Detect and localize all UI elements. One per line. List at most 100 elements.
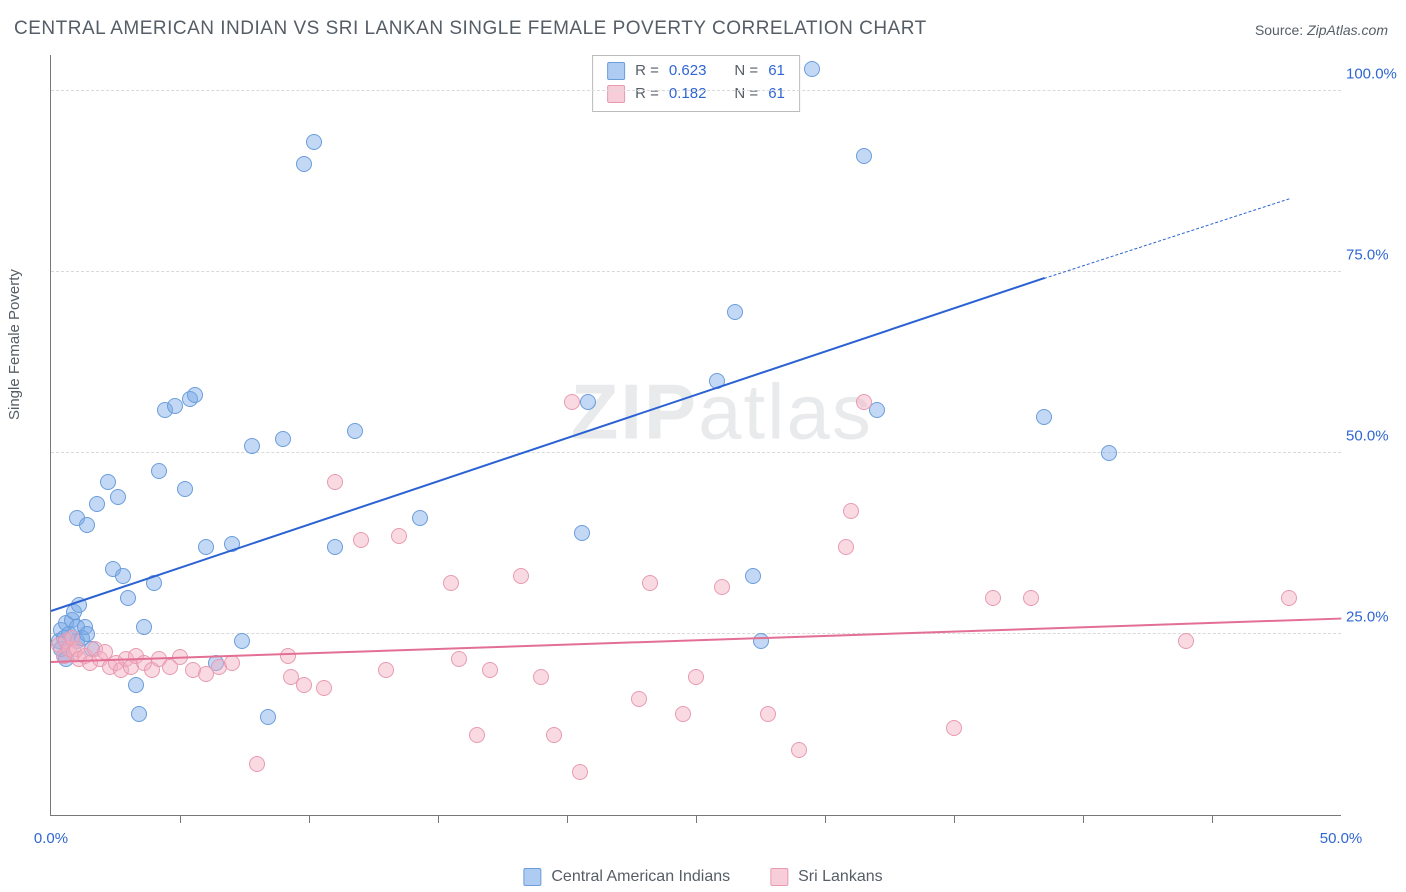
data-point-blue [804, 61, 820, 77]
legend-item: Sri Lankans [770, 868, 883, 886]
n-value: 61 [768, 83, 785, 106]
swatch-pink-icon [607, 85, 625, 103]
y-tick-label: 25.0% [1346, 609, 1401, 626]
correlation-stats-box: R = 0.623 N = 61 R = 0.182 N = 61 [592, 55, 800, 112]
data-point-pink [353, 532, 369, 548]
data-point-pink [838, 539, 854, 555]
x-tick [1212, 815, 1213, 823]
source-attribution: Source: ZipAtlas.com [1255, 22, 1388, 38]
data-point-blue [327, 539, 343, 555]
stats-row: R = 0.182 N = 61 [607, 83, 785, 106]
data-point-pink [546, 727, 562, 743]
data-point-blue [347, 423, 363, 439]
data-point-blue [120, 590, 136, 606]
data-point-blue [136, 619, 152, 635]
data-point-pink [985, 590, 1001, 606]
data-point-blue [244, 438, 260, 454]
data-point-blue [131, 706, 147, 722]
legend-text: Sri Lankans [798, 868, 883, 886]
data-point-pink [224, 655, 240, 671]
x-tick [825, 815, 826, 823]
data-point-blue [177, 481, 193, 497]
swatch-pink-icon [770, 868, 788, 886]
y-tick-label: 50.0% [1346, 428, 1401, 445]
gridline-h [51, 90, 1341, 91]
data-point-blue [187, 387, 203, 403]
data-point-pink [1281, 590, 1297, 606]
data-point-blue [89, 496, 105, 512]
data-point-blue [167, 398, 183, 414]
data-point-pink [1178, 633, 1194, 649]
data-point-blue [128, 677, 144, 693]
x-tick [954, 815, 955, 823]
legend-item: Central American Indians [523, 868, 730, 886]
trendline-blue [51, 277, 1045, 612]
y-tick-label: 100.0% [1346, 66, 1401, 83]
data-point-pink [946, 720, 962, 736]
data-point-blue [275, 431, 291, 447]
data-point-pink [391, 528, 407, 544]
data-point-pink [378, 662, 394, 678]
y-tick-label: 75.0% [1346, 247, 1401, 264]
data-point-pink [843, 503, 859, 519]
source-value: ZipAtlas.com [1307, 22, 1388, 38]
data-point-pink [675, 706, 691, 722]
data-point-pink [856, 394, 872, 410]
data-point-pink [451, 651, 467, 667]
swatch-blue-icon [523, 868, 541, 886]
data-point-pink [572, 764, 588, 780]
n-label: N = [734, 60, 758, 83]
x-tick [696, 815, 697, 823]
stats-row: R = 0.623 N = 61 [607, 60, 785, 83]
watermark-zip: ZIP [571, 368, 698, 456]
data-point-blue [753, 633, 769, 649]
data-point-pink [327, 474, 343, 490]
data-point-blue [198, 539, 214, 555]
data-point-blue [1101, 445, 1117, 461]
data-point-blue [1036, 409, 1052, 425]
data-point-pink [688, 669, 704, 685]
data-point-pink [714, 579, 730, 595]
data-point-pink [631, 691, 647, 707]
scatter-plot-area: R =0.623N =61R =0.182N =61 ZIPatlas 25.0… [50, 55, 1341, 816]
data-point-blue [100, 474, 116, 490]
data-point-pink [443, 575, 459, 591]
x-tick [567, 815, 568, 823]
r-value: 0.182 [669, 83, 707, 106]
data-point-pink [482, 662, 498, 678]
data-point-blue [727, 304, 743, 320]
data-point-pink [316, 680, 332, 696]
y-axis-label: Single Female Poverty [6, 269, 23, 420]
x-tick-label: 0.0% [34, 830, 68, 847]
data-point-blue [856, 148, 872, 164]
n-value: 61 [768, 60, 785, 83]
x-tick-label: 50.0% [1320, 830, 1363, 847]
data-point-blue [234, 633, 250, 649]
data-point-pink [564, 394, 580, 410]
data-point-blue [296, 156, 312, 172]
chart-title: CENTRAL AMERICAN INDIAN VS SRI LANKAN SI… [14, 18, 927, 40]
data-point-pink [469, 727, 485, 743]
trendline-extend-blue [1044, 199, 1289, 280]
x-tick [1083, 815, 1084, 823]
data-point-blue [115, 568, 131, 584]
swatch-blue-icon [607, 62, 625, 80]
data-point-pink [791, 742, 807, 758]
r-label: R = [635, 60, 659, 83]
n-label: N = [734, 83, 758, 106]
gridline-h [51, 271, 1341, 272]
data-point-pink [296, 677, 312, 693]
x-tick [438, 815, 439, 823]
data-point-blue [306, 134, 322, 150]
data-point-pink [533, 669, 549, 685]
data-point-blue [79, 517, 95, 533]
data-point-pink [280, 648, 296, 664]
data-point-blue [151, 463, 167, 479]
x-tick [180, 815, 181, 823]
data-point-blue [580, 394, 596, 410]
r-label: R = [635, 83, 659, 106]
data-point-pink [642, 575, 658, 591]
r-value: 0.623 [669, 60, 707, 83]
data-point-pink [249, 756, 265, 772]
legend-text: Central American Indians [551, 868, 730, 886]
